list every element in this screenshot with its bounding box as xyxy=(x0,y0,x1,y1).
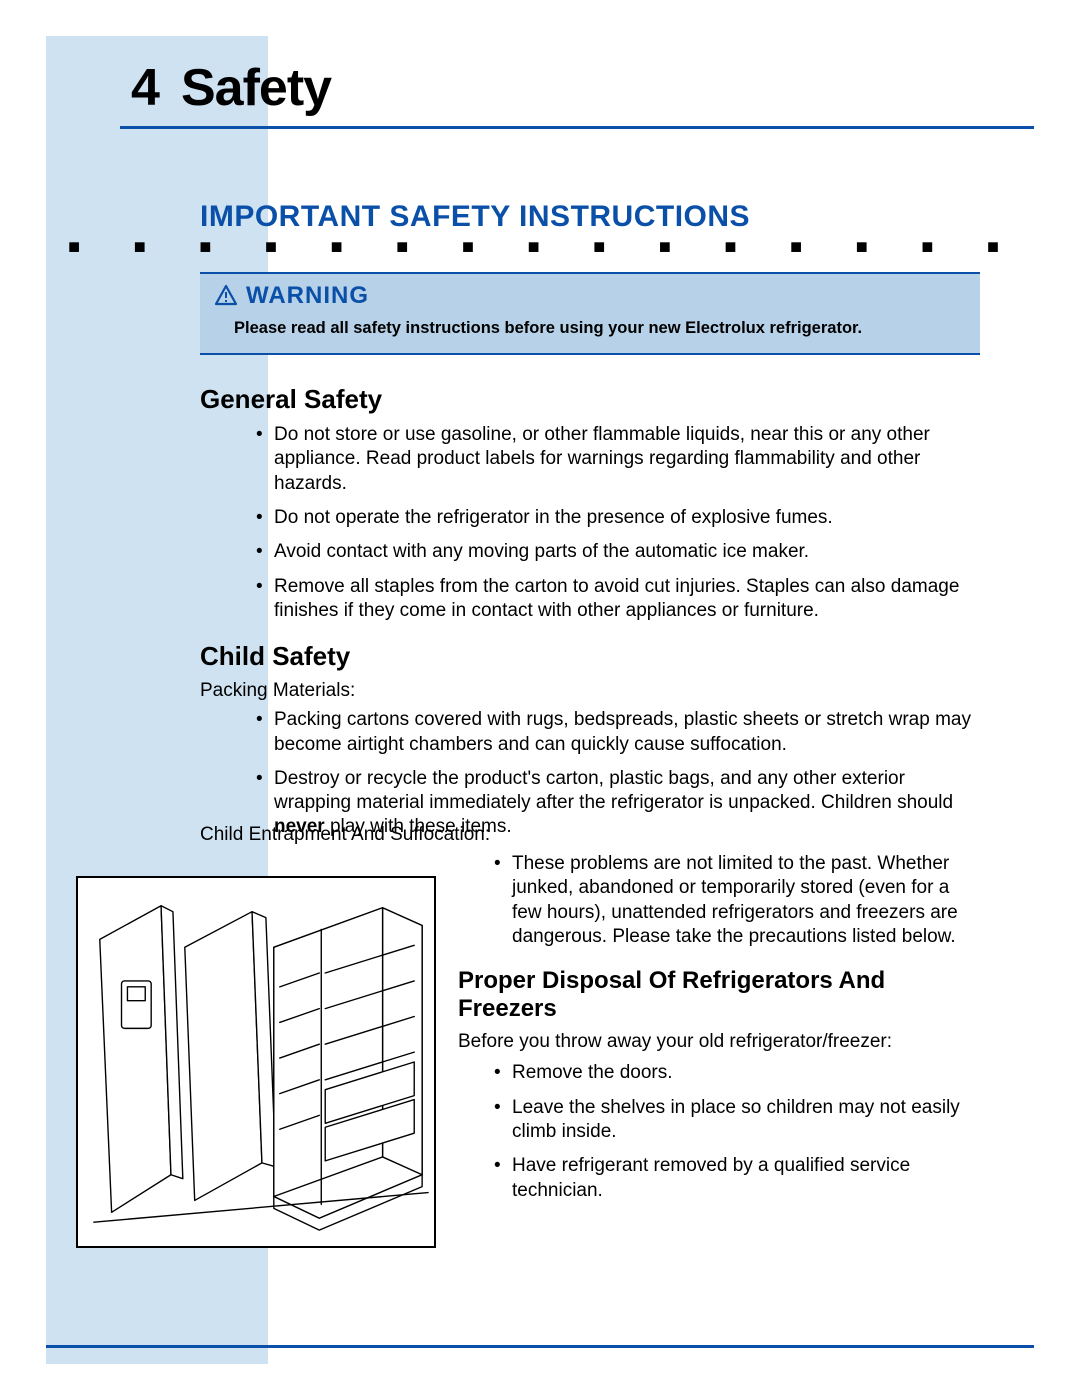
bottom-rule xyxy=(46,1345,1034,1348)
manual-page: 4 Safety IMPORTANT SAFETY INSTRUCTIONS ■… xyxy=(46,36,1034,1364)
top-rule xyxy=(120,126,1034,129)
warning-label: WARNING xyxy=(246,282,369,310)
disposal-heading: Proper Disposal Of Refrigerators And Fre… xyxy=(458,967,980,1023)
list-item: These problems are not limited to the pa… xyxy=(486,852,980,949)
list-item: Do not store or use gasoline, or other f… xyxy=(248,423,980,496)
content-column: General Safety Do not store or use gasol… xyxy=(200,370,980,858)
page-title: Safety xyxy=(181,58,331,118)
list-item: Packing cartons covered with rugs, bedsp… xyxy=(248,708,980,757)
packing-list: Packing cartons covered with rugs, bedsp… xyxy=(200,708,980,840)
general-safety-list: Do not store or use gasoline, or other f… xyxy=(200,423,980,623)
wrap-area: These problems are not limited to the pa… xyxy=(200,846,980,1324)
section-title: IMPORTANT SAFETY INSTRUCTIONS xyxy=(200,200,750,234)
right-column: These problems are not limited to the pa… xyxy=(458,852,980,1203)
disposal-lead: Before you throw away your old refrigera… xyxy=(458,1031,980,1053)
page-number: 4 xyxy=(131,58,159,118)
list-item: Do not operate the refrigerator in the p… xyxy=(248,506,980,530)
list-item: Have refrigerant removed by a qualified … xyxy=(486,1154,980,1203)
warning-body: Please read all safety instructions befo… xyxy=(214,318,966,339)
warning-heading: WARNING xyxy=(214,282,966,310)
general-safety-heading: General Safety xyxy=(200,384,980,415)
entrapment-list: These problems are not limited to the pa… xyxy=(458,852,980,949)
list-item: Remove the doors. xyxy=(486,1061,980,1085)
disposal-figure xyxy=(76,876,436,1248)
disposal-list: Remove the doors. Leave the shelves in p… xyxy=(458,1061,980,1203)
list-item: Remove all staples from the carton to av… xyxy=(248,575,980,624)
warning-icon xyxy=(214,284,238,308)
entrapment-label: Child Entrapment And Suffocation: xyxy=(200,824,490,846)
dot-rule: ■ ■ ■ ■ ■ ■ ■ ■ ■ ■ ■ ■ ■ ■ ■ ■ ■ ■ ■ ■ … xyxy=(68,236,1010,254)
warning-box: WARNING Please read all safety instructi… xyxy=(200,272,980,355)
packing-label: Packing Materials: xyxy=(200,680,980,702)
list-item: Avoid contact with any moving parts of t… xyxy=(248,540,980,564)
child-safety-heading: Child Safety xyxy=(200,641,980,672)
list-item: Leave the shelves in place so children m… xyxy=(486,1096,980,1145)
